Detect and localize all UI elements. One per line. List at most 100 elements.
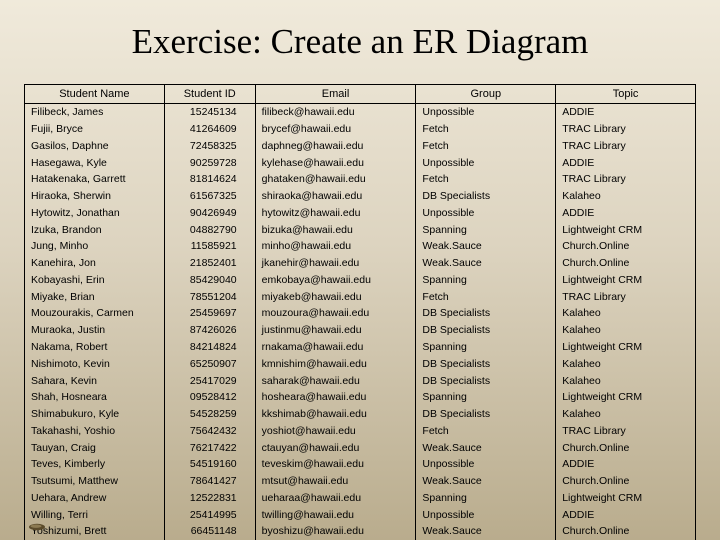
table-cell: Gasilos, Daphne xyxy=(25,138,165,155)
table-cell: Lightweight CRM xyxy=(556,490,696,507)
table-cell: kkshimab@hawaii.edu xyxy=(255,406,416,423)
table-cell: ueharaa@hawaii.edu xyxy=(255,490,416,507)
table-row: Takahashi, Yoshio75642432yoshiot@hawaii.… xyxy=(25,423,696,440)
table-cell: Shah, Hosneara xyxy=(25,389,165,406)
table-cell: 54528259 xyxy=(164,406,255,423)
table-cell: Unpossible xyxy=(416,205,556,222)
table-cell: Uehara, Andrew xyxy=(25,490,165,507)
table-row: Uehara, Andrew12522831ueharaa@hawaii.edu… xyxy=(25,490,696,507)
table-cell: TRAC Library xyxy=(556,171,696,188)
table-cell: twilling@hawaii.edu xyxy=(255,506,416,523)
table-cell: 81814624 xyxy=(164,171,255,188)
table-cell: hosheara@hawaii.edu xyxy=(255,389,416,406)
table-cell: brycef@hawaii.edu xyxy=(255,121,416,138)
table-row: Gasilos, Daphne72458325daphneg@hawaii.ed… xyxy=(25,138,696,155)
table-cell: ADDIE xyxy=(556,205,696,222)
col-header-email: Email xyxy=(255,85,416,104)
table-cell: 25417029 xyxy=(164,372,255,389)
table-cell: Izuka, Brandon xyxy=(25,221,165,238)
table-cell: Kalaheo xyxy=(556,355,696,372)
slide: Exercise: Create an ER Diagram Student N… xyxy=(0,0,720,540)
table-cell: 25459697 xyxy=(164,305,255,322)
table-cell: Hytowitz, Jonathan xyxy=(25,205,165,222)
table-cell: Church.Online xyxy=(556,473,696,490)
table-cell: Weak.Sauce xyxy=(416,523,556,540)
table-row: Hatakenaka, Garrett81814624ghataken@hawa… xyxy=(25,171,696,188)
table-cell: Nakama, Robert xyxy=(25,339,165,356)
table-cell: Spanning xyxy=(416,389,556,406)
table-cell: 78551204 xyxy=(164,288,255,305)
table-cell: Teves, Kimberly xyxy=(25,456,165,473)
table-header: Student Name Student ID Email Group Topi… xyxy=(25,85,696,104)
slide-title: Exercise: Create an ER Diagram xyxy=(0,22,720,62)
table-cell: Kalaheo xyxy=(556,406,696,423)
table-cell: mouzoura@hawaii.edu xyxy=(255,305,416,322)
table-cell: 65250907 xyxy=(164,355,255,372)
table-cell: 84214824 xyxy=(164,339,255,356)
table-cell: Lightweight CRM xyxy=(556,389,696,406)
table-cell: Unpossible xyxy=(416,154,556,171)
table-cell: Weak.Sauce xyxy=(416,238,556,255)
table-cell: Hasegawa, Kyle xyxy=(25,154,165,171)
table-cell: Muraoka, Justin xyxy=(25,322,165,339)
table-cell: Weak.Sauce xyxy=(416,439,556,456)
table-cell: Kalaheo xyxy=(556,372,696,389)
table-cell: Miyake, Brian xyxy=(25,288,165,305)
table-row: Filibeck, James15245134filibeck@hawaii.e… xyxy=(25,104,696,121)
table-cell: ctauyan@hawaii.edu xyxy=(255,439,416,456)
table-cell: 66451148 xyxy=(164,523,255,540)
table-cell: Nishimoto, Kevin xyxy=(25,355,165,372)
table-row: Izuka, Brandon04882790bizuka@hawaii.eduS… xyxy=(25,221,696,238)
table-cell: 85429040 xyxy=(164,272,255,289)
table-row: Nishimoto, Kevin65250907kmnishim@hawaii.… xyxy=(25,355,696,372)
table-row: Sahara, Kevin25417029saharak@hawaii.eduD… xyxy=(25,372,696,389)
table-row: Hiraoka, Sherwin61567325shiraoka@hawaii.… xyxy=(25,188,696,205)
table-cell: 61567325 xyxy=(164,188,255,205)
table-cell: Weak.Sauce xyxy=(416,473,556,490)
table-cell: miyakeb@hawaii.edu xyxy=(255,288,416,305)
table-row: Jung, Minho11585921minho@hawaii.eduWeak.… xyxy=(25,238,696,255)
table-cell: ghataken@hawaii.edu xyxy=(255,171,416,188)
table-cell: Jung, Minho xyxy=(25,238,165,255)
table-row: Teves, Kimberly54519160teveskim@hawaii.e… xyxy=(25,456,696,473)
table-cell: 09528412 xyxy=(164,389,255,406)
table-cell: ADDIE xyxy=(556,506,696,523)
table-cell: Church.Online xyxy=(556,238,696,255)
col-header-id: Student ID xyxy=(164,85,255,104)
table-row: Kobayashi, Erin85429040emkobaya@hawaii.e… xyxy=(25,272,696,289)
table-cell: TRAC Library xyxy=(556,121,696,138)
table-cell: bizuka@hawaii.edu xyxy=(255,221,416,238)
table-row: Mouzourakis, Carmen25459697mouzoura@hawa… xyxy=(25,305,696,322)
table-cell: Kobayashi, Erin xyxy=(25,272,165,289)
col-header-topic: Topic xyxy=(556,85,696,104)
table-cell: Filibeck, James xyxy=(25,104,165,121)
table-cell: Takahashi, Yoshio xyxy=(25,423,165,440)
table-row: Willing, Terri25414995twilling@hawaii.ed… xyxy=(25,506,696,523)
table-row: Hasegawa, Kyle90259728kylehase@hawaii.ed… xyxy=(25,154,696,171)
table-cell: yoshiot@hawaii.edu xyxy=(255,423,416,440)
table-cell: Hatakenaka, Garrett xyxy=(25,171,165,188)
table-row: Kanehira, Jon21852401jkanehir@hawaii.edu… xyxy=(25,255,696,272)
table-cell: 78641427 xyxy=(164,473,255,490)
table-cell: Spanning xyxy=(416,272,556,289)
table-cell: DB Specialists xyxy=(416,322,556,339)
table-cell: DB Specialists xyxy=(416,406,556,423)
table-row: Shimabukuro, Kyle54528259kkshimab@hawaii… xyxy=(25,406,696,423)
table-cell: Lightweight CRM xyxy=(556,339,696,356)
table-cell: TRAC Library xyxy=(556,138,696,155)
table-body: Filibeck, James15245134filibeck@hawaii.e… xyxy=(25,104,696,540)
table-cell: 15245134 xyxy=(164,104,255,121)
table-cell: minho@hawaii.edu xyxy=(255,238,416,255)
table-cell: 76217422 xyxy=(164,439,255,456)
table-cell: Fetch xyxy=(416,121,556,138)
table-cell: Weak.Sauce xyxy=(416,255,556,272)
table-cell: 75642432 xyxy=(164,423,255,440)
table-cell: ADDIE xyxy=(556,104,696,121)
table-cell: 90426949 xyxy=(164,205,255,222)
table-cell: Unpossible xyxy=(416,104,556,121)
table-cell: 11585921 xyxy=(164,238,255,255)
table-row: Fujii, Bryce41264609brycef@hawaii.eduFet… xyxy=(25,121,696,138)
table-cell: Fetch xyxy=(416,138,556,155)
table-row: Miyake, Brian78551204miyakeb@hawaii.eduF… xyxy=(25,288,696,305)
table-cell: saharak@hawaii.edu xyxy=(255,372,416,389)
